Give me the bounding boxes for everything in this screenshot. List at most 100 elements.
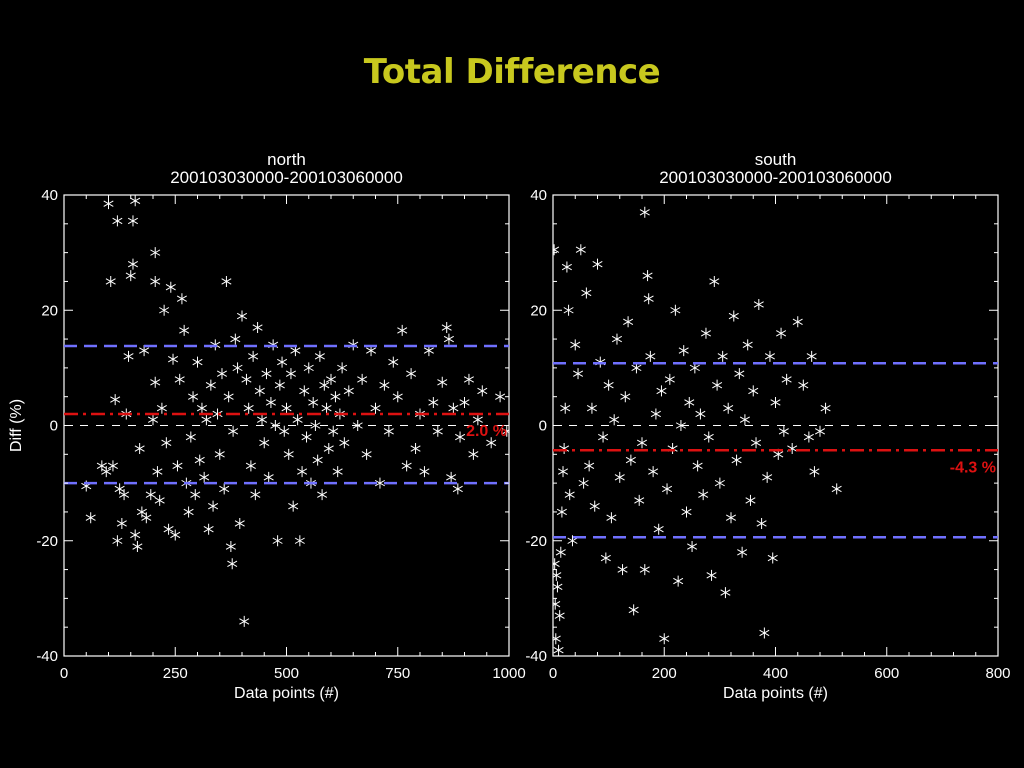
data-point xyxy=(468,448,479,460)
data-point xyxy=(125,270,136,282)
data-point xyxy=(205,379,216,391)
mean-value-label: 2.0 % xyxy=(466,423,507,440)
data-point xyxy=(642,270,653,282)
data-point xyxy=(792,316,803,328)
data-point xyxy=(700,327,712,339)
data-point xyxy=(575,244,586,256)
data-point xyxy=(553,581,563,593)
data-point xyxy=(167,353,179,365)
data-point xyxy=(357,373,368,385)
y-tick-label: 0 xyxy=(539,418,547,435)
data-point xyxy=(161,437,172,449)
data-point xyxy=(134,443,145,455)
data-point xyxy=(330,391,341,403)
data-point xyxy=(119,489,130,501)
y-axis-label: Diff (%) xyxy=(8,399,25,452)
data-point xyxy=(192,356,203,368)
data-point xyxy=(319,379,330,391)
data-point xyxy=(221,275,232,287)
data-point xyxy=(312,454,323,466)
data-point xyxy=(684,396,695,408)
data-point xyxy=(553,558,560,570)
chart-subtitle: 200103030000-200103060000 xyxy=(170,168,403,187)
data-point xyxy=(553,244,560,256)
data-point xyxy=(252,322,263,334)
data-point xyxy=(781,373,792,385)
data-point xyxy=(141,512,152,524)
data-point xyxy=(165,281,176,293)
data-point xyxy=(159,304,170,316)
data-point xyxy=(561,261,572,273)
data-point xyxy=(584,460,595,472)
mean-value-label: -4.3 % xyxy=(950,459,996,476)
x-tick-label: 600 xyxy=(874,665,899,682)
data-point xyxy=(567,535,578,547)
data-point xyxy=(762,471,773,483)
data-point xyxy=(717,350,728,362)
data-point xyxy=(554,610,565,622)
data-point xyxy=(831,483,842,495)
x-tick-label: 250 xyxy=(163,665,188,682)
x-tick-label: 400 xyxy=(763,665,788,682)
data-point xyxy=(556,506,567,518)
data-point xyxy=(194,454,205,466)
y-tick-label: -20 xyxy=(36,533,58,550)
data-point xyxy=(664,373,675,385)
data-point xyxy=(600,552,611,564)
data-point xyxy=(598,431,609,443)
data-point xyxy=(753,298,764,310)
data-point xyxy=(553,569,562,581)
data-point xyxy=(572,368,584,380)
data-point xyxy=(432,425,443,437)
data-point xyxy=(698,489,709,501)
data-point xyxy=(581,287,592,299)
data-point xyxy=(472,414,483,426)
data-point xyxy=(636,437,648,449)
data-point xyxy=(339,437,350,449)
data-point xyxy=(410,443,421,455)
data-point xyxy=(446,471,457,483)
y-tick-label: -40 xyxy=(525,648,547,665)
data-point xyxy=(285,368,296,380)
data-point xyxy=(130,195,141,207)
y-tick-label: 20 xyxy=(41,302,58,319)
data-point xyxy=(308,396,319,408)
data-point xyxy=(586,402,597,414)
data-point xyxy=(486,437,497,449)
data-point xyxy=(245,460,256,472)
data-point xyxy=(116,517,127,529)
data-point xyxy=(241,373,252,385)
data-point xyxy=(310,420,321,431)
data-point xyxy=(314,350,325,362)
slide-title: Total Difference xyxy=(363,52,661,92)
data-point xyxy=(570,339,581,351)
x-tick-label: 1000 xyxy=(492,665,525,682)
data-point xyxy=(288,500,299,512)
data-point xyxy=(564,489,575,501)
data-point xyxy=(592,258,603,270)
x-tick-label: 0 xyxy=(60,665,68,682)
data-point xyxy=(776,327,787,339)
data-point xyxy=(639,206,650,218)
data-point xyxy=(734,368,745,380)
data-point xyxy=(110,394,121,406)
chart-title: south xyxy=(755,150,797,169)
data-point xyxy=(673,575,684,587)
data-point xyxy=(560,402,571,414)
data-point xyxy=(495,391,506,403)
data-point xyxy=(559,443,570,455)
y-tick-label: 40 xyxy=(41,187,58,204)
data-point xyxy=(112,535,123,547)
data-point xyxy=(742,339,753,351)
data-point xyxy=(555,546,566,558)
data-point xyxy=(692,460,703,472)
data-point xyxy=(388,356,399,368)
data-point xyxy=(437,376,448,388)
data-point xyxy=(343,385,354,397)
data-point xyxy=(463,373,474,385)
data-point xyxy=(739,414,750,426)
data-point xyxy=(132,541,143,553)
data-point xyxy=(714,477,725,489)
data-point xyxy=(678,345,689,357)
